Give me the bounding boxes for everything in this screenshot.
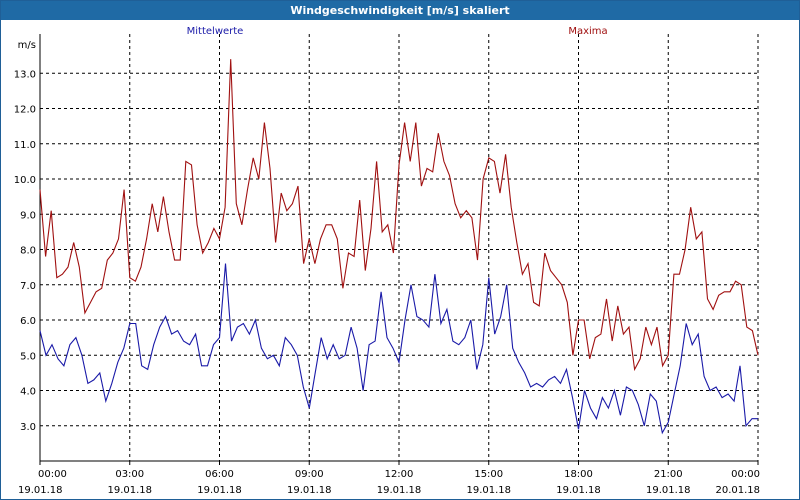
- y-tick-label: 5.0: [20, 351, 36, 362]
- x-tick-date: 19.01.18: [107, 485, 152, 496]
- series-line-maxima: [39, 59, 759, 372]
- labels: 3.0 4.0 5.0 6.0 7.0 8.0 9.0 10.0 11.0 12.0 13.0 m/s…: [14, 26, 760, 496]
- y-tick-label: 11.0: [14, 140, 36, 151]
- x-tick-date: 19.01.18: [556, 485, 601, 496]
- y-tick-label: 10.0: [14, 175, 36, 186]
- x-tick-time: 00:00: [731, 469, 760, 480]
- x-tick-time: 15:00: [474, 469, 503, 480]
- x-tick-time: 03:00: [115, 469, 144, 480]
- y-tick-label: 8.0: [20, 246, 36, 257]
- window-title: Windgeschwindigkeit [m/s] skaliert: [1, 1, 799, 20]
- x-tick-time: 00:00: [38, 469, 67, 480]
- x-tick-time: 06:00: [205, 469, 234, 480]
- y-tick-label: 13.0: [14, 69, 36, 80]
- y-tick-label: 9.0: [20, 210, 36, 221]
- y-tick-label: 6.0: [20, 316, 36, 327]
- series-group: [39, 59, 759, 435]
- x-tick-date: 19.01.18: [646, 485, 691, 496]
- x-tick-date: 20.01.18: [715, 485, 760, 496]
- x-tick-date: 19.01.18: [377, 485, 422, 496]
- x-tick-date: 19.01.18: [466, 485, 511, 496]
- grid: [40, 34, 759, 461]
- y-axis-label: m/s: [18, 40, 36, 51]
- y-tick-label: 7.0: [20, 281, 36, 292]
- x-tick-date: 19.01.18: [197, 485, 242, 496]
- legend-mittelwerte: Mittelwerte: [187, 26, 244, 37]
- legend-maxima: Maxima: [568, 26, 607, 37]
- x-tick-time: 21:00: [654, 469, 683, 480]
- series-line-mittelwerte: [39, 263, 758, 435]
- x-tick-date: 19.01.18: [18, 485, 63, 496]
- x-tick-time: 12:00: [385, 469, 414, 480]
- x-tick-date: 19.01.18: [287, 485, 332, 496]
- x-tick-time: 18:00: [564, 469, 593, 480]
- x-tick-time: 09:00: [295, 469, 324, 480]
- axes: [39, 34, 759, 465]
- y-tick-label: 4.0: [20, 387, 36, 398]
- y-tick-label: 3.0: [20, 422, 36, 433]
- y-tick-label: 12.0: [14, 105, 36, 116]
